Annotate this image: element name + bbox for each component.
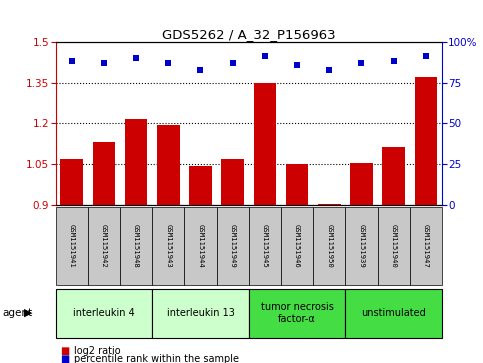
Text: unstimulated: unstimulated [361,308,426,318]
Text: ▶: ▶ [24,308,32,318]
Bar [125,119,147,205]
Bar [286,164,308,205]
Bar [254,82,276,205]
Text: GSM1151948: GSM1151948 [133,224,139,268]
Text: GSM1151945: GSM1151945 [262,224,268,268]
Bar [189,166,212,205]
Bar [93,143,115,205]
Bar [350,163,373,205]
Text: GSM1151941: GSM1151941 [69,224,75,268]
Text: GSM1151942: GSM1151942 [101,224,107,268]
Text: agent: agent [2,308,32,318]
Text: GSM1151943: GSM1151943 [165,224,171,268]
Text: interleukin 13: interleukin 13 [167,308,234,318]
Text: percentile rank within the sample: percentile rank within the sample [74,354,239,363]
Text: log2 ratio: log2 ratio [74,346,121,356]
Text: GSM1151950: GSM1151950 [326,224,332,268]
Text: ■: ■ [60,354,70,363]
Bar [414,77,437,205]
Bar [221,159,244,205]
Bar [157,125,180,205]
Text: GSM1151939: GSM1151939 [358,224,365,268]
Text: GSM1151946: GSM1151946 [294,224,300,268]
Text: interleukin 4: interleukin 4 [73,308,135,318]
Bar [318,204,341,205]
Bar [383,147,405,205]
Text: GSM1151940: GSM1151940 [391,224,397,268]
Text: GSM1151944: GSM1151944 [198,224,203,268]
Text: tumor necrosis
factor-α: tumor necrosis factor-α [261,302,333,324]
Bar [60,159,83,205]
Text: ■: ■ [60,346,70,356]
Title: GDS5262 / A_32_P156963: GDS5262 / A_32_P156963 [162,28,336,41]
Text: GSM1151947: GSM1151947 [423,224,429,268]
Text: GSM1151949: GSM1151949 [229,224,236,268]
